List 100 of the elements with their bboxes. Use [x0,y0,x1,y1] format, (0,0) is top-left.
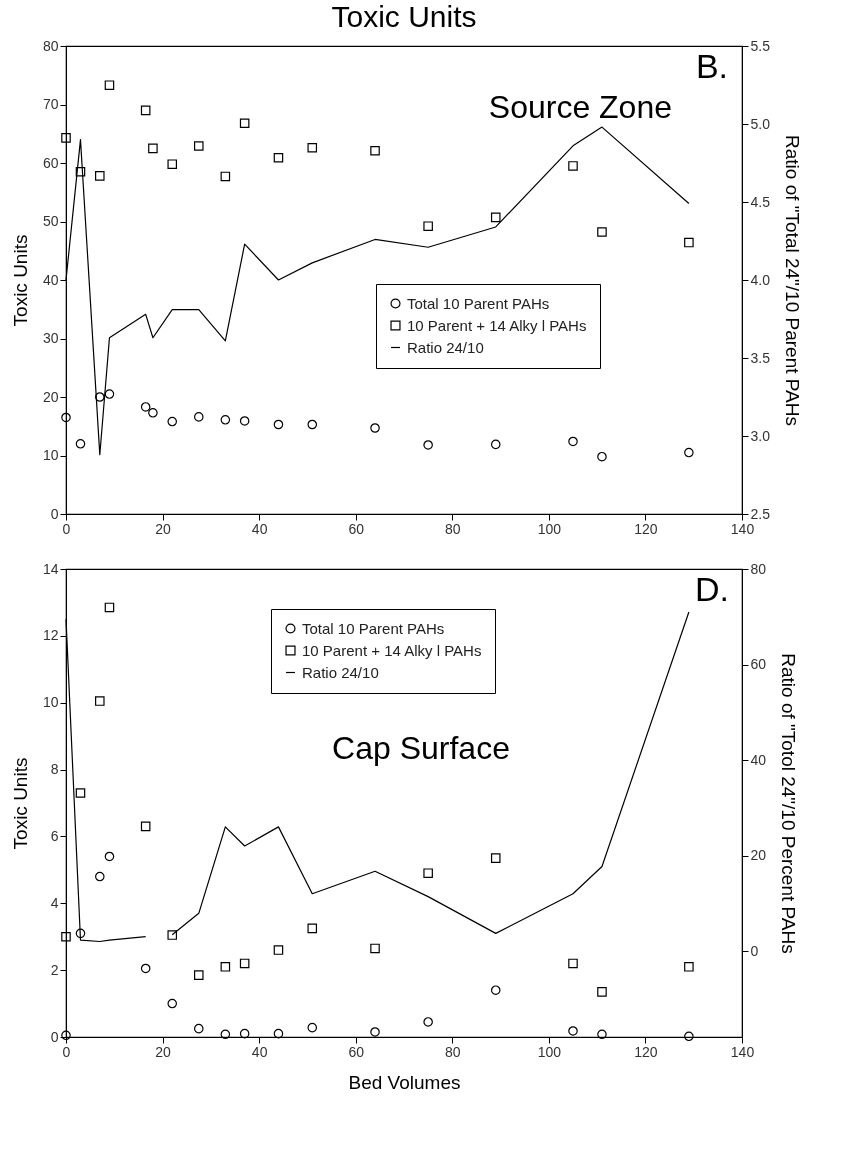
annotation: Cap Surface [332,730,510,766]
x-tick-label: 20 [155,520,172,537]
legend-label: 10 Parent + 14 Alky l PAHs [407,316,587,334]
point [490,985,501,995]
point [597,451,607,462]
point [370,1027,380,1037]
x-tick-label: 120 [634,520,658,537]
x-axis-title: Bed Volumes [348,1071,461,1093]
annotation: B. [695,47,729,85]
y-tick-label: 80 [42,37,59,54]
y2-tick-label: 5.0 [750,115,771,132]
point [140,105,151,116]
point [104,389,115,399]
x-tick-label: 80 [445,1043,461,1060]
y-tick-label: 50 [42,213,59,229]
point [75,928,86,939]
x-tick-label: 100 [537,1043,562,1060]
point [568,436,578,447]
point [95,871,105,882]
point [61,931,71,942]
y-tick-label: 10 [42,694,59,711]
x-tick-label: 0 [62,520,71,537]
point [684,447,694,458]
x-tick-label: 40 [251,1043,268,1060]
x-tick-label: 120 [634,1043,658,1060]
point [167,930,178,940]
legend-label: 10 Parent + 14 Alky l PAHs [302,641,482,659]
annotation: D. [695,570,729,608]
point [423,1017,433,1027]
point [684,962,694,972]
point [220,962,231,972]
point [597,227,607,237]
y2-tick-label: 20 [750,847,767,864]
point [568,958,578,969]
point [140,821,151,832]
point [140,402,151,412]
legend-label: Total 10 Parent PAHs [302,619,445,637]
y-tick-label: 60 [42,154,59,171]
y2-tick-label: 40 [750,751,767,768]
point [194,970,204,980]
chart-title: Toxic Units [331,0,477,33]
y2-tick-label: 3.5 [750,349,771,366]
point [239,958,250,969]
y2-tick-label: 80 [750,560,767,577]
y-tick-label: 10 [42,447,59,463]
point [104,851,115,862]
x-tick-label: 80 [445,520,461,537]
y-tick-label: 0 [50,505,59,522]
point [307,143,318,153]
point [167,159,178,169]
point [597,987,607,997]
point [423,868,433,878]
point [75,788,86,798]
point [220,171,231,182]
x-tick-label: 60 [348,520,365,537]
point [307,1022,318,1033]
y-tick-label: 40 [42,271,59,288]
point [370,943,380,954]
y2-tick-label: 3.0 [750,427,771,444]
legend-label: Total 10 Parent PAHs [407,294,550,312]
legend-label: Ratio 24/10 [407,338,484,356]
point [194,412,204,422]
point [273,419,284,430]
point [148,408,158,418]
point [61,412,71,423]
x-tick-label: 20 [155,1043,172,1060]
y2-tick-label: 0 [750,942,759,959]
point [194,141,204,151]
point [95,392,105,402]
x-tick-label: 0 [62,1043,71,1060]
point [684,1031,694,1042]
y2-tick-label: 60 [750,656,767,673]
point [370,423,380,433]
y-tick-label: 70 [42,96,59,112]
point [95,696,105,706]
x-tick-label: 60 [348,1043,365,1060]
point [104,602,115,613]
point [273,945,284,955]
y-tick-label: 14 [42,560,59,577]
y2-tick-label: 4.0 [750,271,771,288]
y-axis-title: Toxic Units [9,234,31,327]
point [370,145,380,156]
y-tick-label: 12 [42,627,59,644]
point [61,133,71,143]
point [167,998,178,1009]
point [220,1029,231,1040]
point [194,1023,204,1034]
point [273,1028,284,1039]
y-tick-label: 2 [50,961,59,978]
legend-label: Ratio 24/10 [302,663,379,681]
point [568,161,578,171]
y-tick-label: 0 [50,1028,59,1045]
point [273,152,284,163]
x-tick-label: 140 [730,520,755,537]
y2-axis-title: Ratio of "Total 24"/10 Parent PAHs [781,135,803,426]
point [75,166,86,177]
point [684,237,694,248]
point [104,80,115,90]
y-axis-title: Toxic Units [9,757,31,850]
y2-axis-title: Ratio of "Totol 24"/10 Percent PAHs [778,653,800,954]
